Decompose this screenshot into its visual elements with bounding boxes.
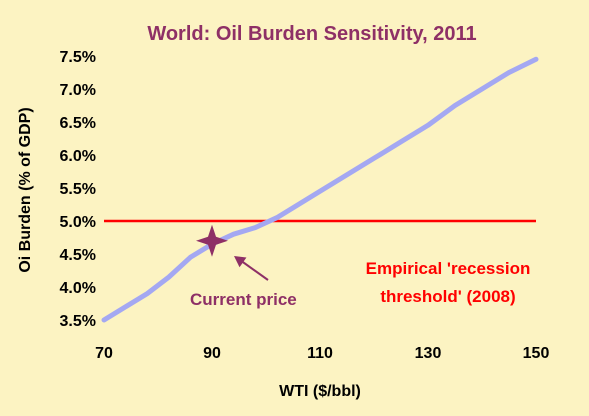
y-tick-label: 7.0% (60, 82, 96, 99)
chart-title: World: Oil Burden Sensitivity, 2011 (147, 23, 476, 45)
x-tick-label: 150 (523, 345, 550, 362)
threshold-label-line-1: Empirical 'recession (366, 259, 531, 278)
y-tick-label: 5.0% (60, 214, 96, 231)
y-tick-label: 4.5% (60, 247, 96, 264)
current-price-marker (196, 224, 228, 257)
y-axis-ticks: 3.5% 4.0% 4.5% 5.0% 5.5% 6.0% 6.5% 7.0% 7.5% (60, 49, 96, 330)
current-price-arrow (234, 256, 269, 281)
x-axis-label: WTI ($/bbl) (279, 383, 361, 400)
y-tick-label: 6.5% (60, 115, 96, 132)
x-tick-label: 70 (95, 345, 113, 362)
x-axis-ticks: 70 90 110 130 150 (95, 345, 549, 362)
current-price-label: Current price (190, 290, 297, 309)
threshold-label-line-2: threshold' (2008) (380, 287, 515, 306)
x-tick-label: 90 (203, 345, 221, 362)
y-tick-label: 4.0% (60, 280, 96, 297)
x-tick-label: 130 (415, 345, 442, 362)
y-tick-label: 5.5% (60, 181, 96, 198)
x-tick-label: 110 (307, 345, 333, 362)
y-tick-label: 6.0% (60, 148, 96, 165)
y-tick-label: 7.5% (60, 49, 96, 66)
series-line (101, 56, 539, 323)
y-tick-label: 3.5% (60, 313, 96, 330)
y-axis-label: Oi Burden (% of GDP) (17, 107, 34, 272)
